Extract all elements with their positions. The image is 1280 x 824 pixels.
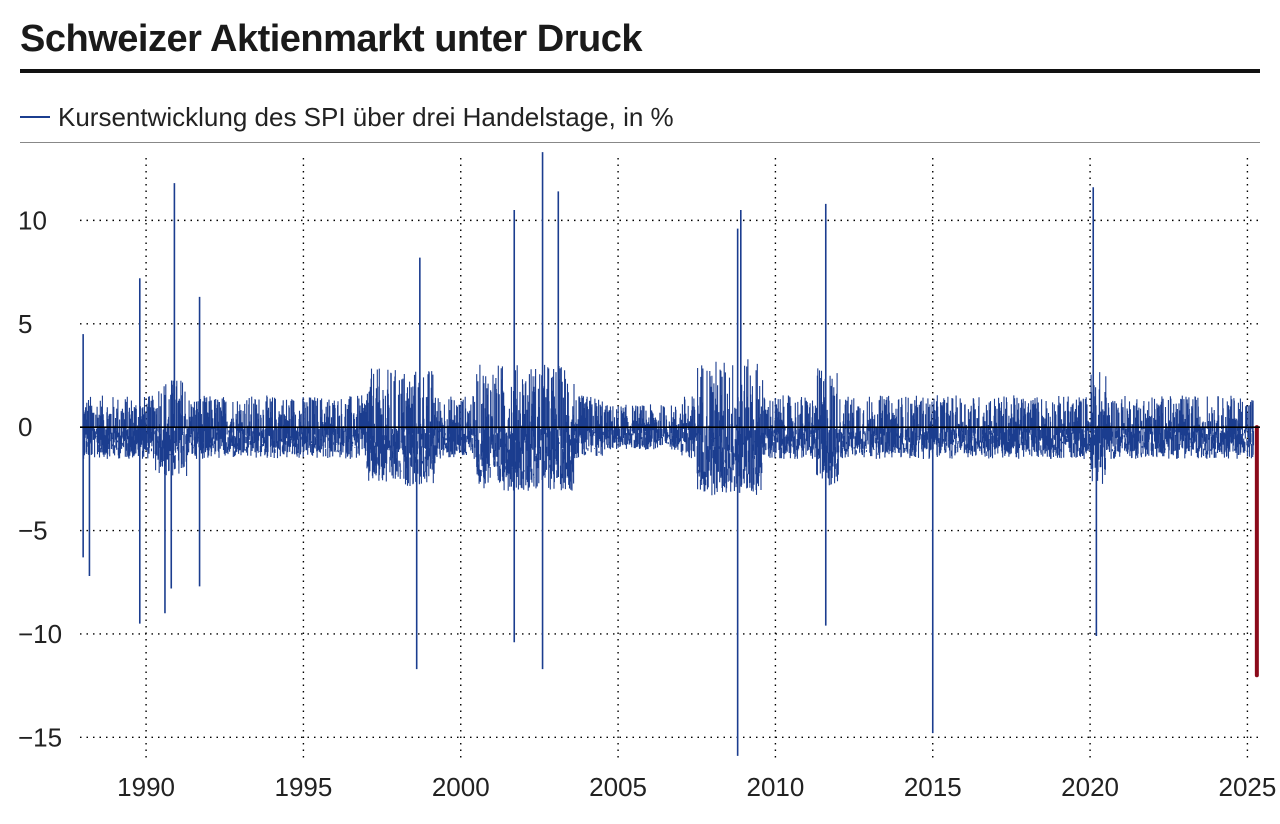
y-tick-label: 10 <box>18 205 47 235</box>
series-layer <box>82 152 1255 756</box>
x-tick-label: 2015 <box>904 772 962 802</box>
y-tick-label: −5 <box>18 516 48 546</box>
x-tick-label: 1995 <box>274 772 332 802</box>
legend-line-swatch <box>20 116 50 118</box>
x-tick-label: 2010 <box>746 772 804 802</box>
legend: Kursentwicklung des SPI über drei Handel… <box>20 102 674 132</box>
title-divider <box>20 69 1260 73</box>
y-tick-label: −15 <box>18 722 62 752</box>
axis-layer: 10 5 0 −5 −10 −15 1990 1995 2000 2005 2010 2015 2020… <box>18 205 1276 802</box>
legend-label: Kursentwicklung des SPI über drei Handel… <box>58 101 674 132</box>
legend-divider <box>20 142 1260 143</box>
x-tick-label: 2025 <box>1218 772 1276 802</box>
y-tick-label: 0 <box>18 412 32 442</box>
grid-layer <box>80 158 1260 758</box>
y-tick-label: −10 <box>18 619 62 649</box>
chart-title: Schweizer Aktienmarkt unter Druck <box>20 18 642 60</box>
x-tick-label: 2000 <box>432 772 490 802</box>
x-tick-label: 1990 <box>117 772 175 802</box>
x-tick-label: 2005 <box>589 772 647 802</box>
x-tick-label: 2020 <box>1061 772 1119 802</box>
y-tick-label: 5 <box>18 309 32 339</box>
